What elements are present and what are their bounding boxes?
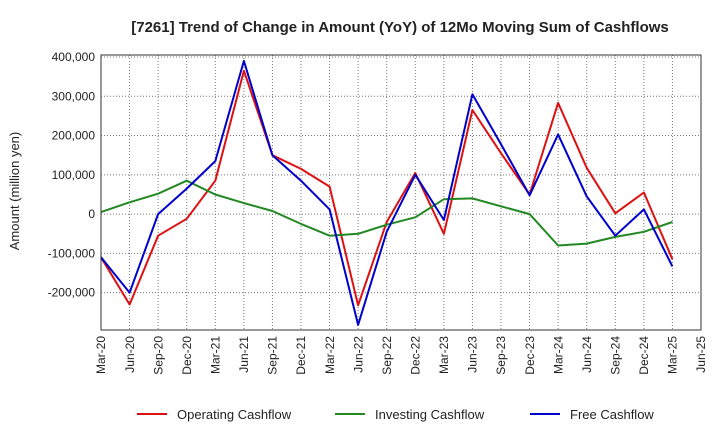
legend-label: Free Cashflow: [570, 407, 654, 422]
x-tick-label: Dec-23: [523, 336, 537, 375]
legend-item-free-cashflow: Free Cashflow: [530, 407, 654, 422]
y-axis-label: Amount (million yen): [7, 132, 22, 251]
x-axis-ticks: Mar-20 Jun-20 Sep-20 Dec-20 Mar-21 Jun-21 Sep-…: [94, 336, 708, 375]
y-tick-label: -100,000: [48, 246, 96, 260]
y-tick-label: 100,000: [52, 168, 96, 182]
x-tick-label: Dec-22: [408, 336, 422, 375]
x-tick-label: Mar-23: [437, 336, 451, 374]
x-tick-label: Mar-20: [94, 336, 108, 374]
y-tick-label: 200,000: [52, 129, 96, 143]
legend-label: Investing Cashflow: [375, 407, 485, 422]
chart-title: [7261] Trend of Change in Amount (YoY) o…: [131, 19, 669, 36]
series-line-investing-cashflow: [100, 179, 673, 247]
y-tick-label: 400,000: [52, 50, 96, 64]
y-tick-label: 300,000: [52, 89, 96, 103]
x-tick-label: Dec-21: [294, 336, 308, 375]
grid: [100, 55, 702, 330]
x-tick-label: Jun-22: [351, 336, 365, 373]
x-tick-label: Jun-23: [466, 336, 480, 373]
x-tick-label: Sep-21: [266, 336, 280, 375]
plot-frame: [100, 54, 702, 331]
legend-label: Operating Cashflow: [177, 407, 292, 422]
x-tick-label: Jun-24: [580, 336, 594, 373]
x-tick-label: Dec-20: [180, 336, 194, 375]
x-tick-label: Sep-20: [151, 336, 165, 375]
x-tick-label: Dec-24: [637, 336, 651, 375]
x-tick-label: Sep-23: [494, 336, 508, 375]
x-tick-label: Jun-21: [237, 336, 251, 373]
x-tick-label: Jun-25: [694, 336, 708, 373]
x-tick-label: Jun-20: [123, 336, 137, 373]
series-lines: [100, 59, 674, 326]
y-tick-label: 0: [88, 207, 95, 221]
y-tick-label: -200,000: [48, 286, 96, 300]
x-tick-label: Mar-21: [208, 336, 222, 374]
legend-item-operating-cashflow: Operating Cashflow: [137, 407, 292, 422]
series-line-free-cashflow: [100, 59, 674, 326]
x-tick-label: Sep-24: [608, 336, 622, 375]
legend-item-investing-cashflow: Investing Cashflow: [335, 407, 485, 422]
legend: Operating Cashflow Investing Cashflow Free…: [137, 407, 654, 422]
series-line-operating-cashflow: [100, 69, 674, 307]
x-tick-label: Mar-24: [551, 336, 565, 374]
x-tick-label: Mar-25: [666, 336, 680, 374]
x-tick-label: Mar-22: [323, 336, 337, 374]
y-axis-ticks: 400,000 300,000 200,000 100,000 0 -100,000 -20…: [48, 50, 96, 300]
x-tick-label: Sep-22: [380, 336, 394, 375]
